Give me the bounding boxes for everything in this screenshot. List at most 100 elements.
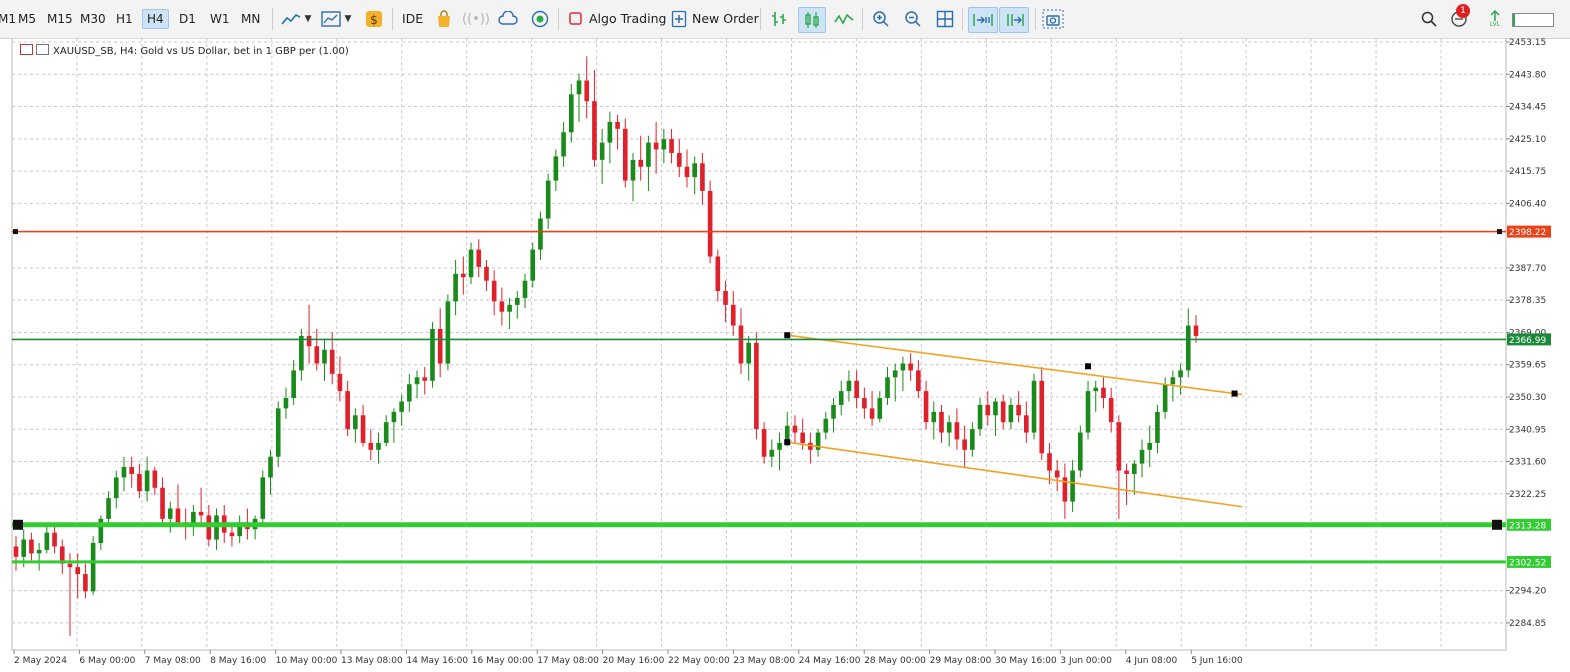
candle-body	[275, 408, 281, 457]
candle-body	[329, 349, 335, 374]
timeframe-mn[interactable]: MN	[241, 12, 261, 26]
dollar-icon[interactable]: $	[363, 8, 385, 30]
chart-menu-icon[interactable]	[20, 44, 33, 55]
candle-body	[1000, 401, 1006, 423]
candlestick-icon[interactable]	[798, 7, 826, 33]
candle-body	[792, 425, 798, 433]
trendline-anchor	[784, 332, 791, 339]
candle-body	[144, 470, 150, 492]
price-chart[interactable]: 2453.15 2443.80 2434.45 2425.10 2415.75 2406.…	[0, 38, 1570, 672]
candle-body	[13, 546, 19, 557]
ide-button[interactable]: IDE	[402, 11, 424, 26]
price-level-badge	[1507, 555, 1551, 568]
candle-body	[1093, 387, 1099, 392]
chart-shift-icon[interactable]	[999, 7, 1029, 33]
candle-body	[299, 335, 304, 371]
timeframe-h1[interactable]: H1	[116, 12, 133, 26]
screenshot-icon[interactable]	[1042, 8, 1064, 30]
candle-body	[892, 370, 898, 378]
candle-body	[862, 398, 867, 409]
lvl-label: LVL	[1489, 21, 1501, 28]
chevron-down-icon[interactable]: ▼	[344, 14, 352, 24]
price-tick-label: 2415.75	[1509, 167, 1546, 177]
trendline-anchor	[1085, 363, 1092, 370]
chart-area[interactable]: 2453.15 2443.80 2434.45 2425.10 2415.75 2406.…	[0, 38, 1570, 672]
candle-body	[283, 398, 289, 409]
candle-body	[854, 380, 859, 399]
shopping-bag-icon[interactable]	[433, 8, 455, 30]
candle-body	[800, 432, 805, 443]
vps-icon[interactable]	[529, 8, 551, 30]
new-order-icon[interactable]	[668, 8, 690, 30]
time-axis-label: 7 May 08:00	[145, 656, 201, 666]
tile-windows-icon[interactable]	[934, 8, 956, 30]
time-axis-label: 17 May 08:00	[537, 656, 599, 666]
indicators-icon[interactable]	[280, 8, 302, 30]
timeframe-h4[interactable]: H4	[142, 9, 169, 29]
candle-body	[962, 439, 967, 450]
candle-body	[507, 304, 512, 312]
candle-body	[900, 363, 906, 371]
candle-body	[399, 401, 404, 412]
candle-body	[491, 280, 497, 302]
candle-body	[1024, 415, 1029, 433]
timeframe-m30[interactable]: M30	[80, 12, 106, 26]
candle-body	[206, 515, 212, 540]
time-axis-label: 4 Jun 08:00	[1126, 656, 1178, 666]
candle-body	[167, 508, 173, 519]
notifications-icon[interactable]: 1	[1448, 4, 1470, 30]
price-tick-label: 2434.45	[1509, 103, 1546, 113]
cloud-icon[interactable]	[497, 8, 519, 30]
toolbar-divider	[392, 8, 393, 30]
candle-body	[29, 539, 34, 554]
timeframe-m15[interactable]: M15	[47, 12, 73, 26]
search-icon[interactable]	[1418, 8, 1440, 30]
zoom-in-icon[interactable]	[870, 8, 892, 30]
candle-body	[553, 156, 559, 181]
candle-body	[1054, 470, 1060, 478]
timeframe-d1[interactable]: D1	[179, 12, 196, 26]
candle-body	[391, 411, 397, 423]
time-axis-label: 23 May 08:00	[733, 656, 795, 666]
candle-body	[191, 511, 196, 526]
candle-body	[661, 139, 667, 150]
candle-body	[1124, 470, 1129, 474]
candle-body	[846, 380, 852, 392]
candle-body	[306, 335, 312, 347]
candle-body	[152, 470, 158, 488]
price-level-label: 2302.52	[1509, 558, 1546, 568]
price-tick-label: 2359.65	[1509, 361, 1546, 371]
timeframe-m5[interactable]: M5	[18, 12, 36, 26]
time-axis-label: 10 May 00:00	[276, 656, 338, 666]
price-tick-label: 2453.15	[1509, 38, 1546, 48]
candle-body	[576, 80, 582, 95]
auto-scroll-icon[interactable]	[968, 7, 998, 33]
new-order-button[interactable]: New Order	[692, 11, 759, 26]
candle-body	[630, 159, 636, 181]
chevron-down-icon[interactable]: ▼	[304, 14, 312, 24]
candle-body	[368, 442, 374, 450]
candle-body	[561, 132, 566, 157]
zoom-out-icon[interactable]	[902, 8, 924, 30]
candle-body	[198, 511, 204, 516]
time-axis-label: 16 May 00:00	[472, 656, 534, 666]
bar-chart-icon[interactable]	[768, 8, 790, 30]
timeframe-m1[interactable]: M1	[0, 12, 16, 26]
algo-trading-button[interactable]: Algo Trading	[589, 11, 667, 26]
candle-body	[831, 404, 836, 419]
templates-icon[interactable]	[320, 8, 342, 30]
candle-body	[121, 467, 127, 478]
price-level-badge	[1507, 518, 1551, 531]
candle-body	[746, 342, 751, 364]
toolbar-divider	[760, 8, 761, 30]
trendline-anchor	[784, 439, 791, 446]
chart-title: XAUUSD_SB, H4: Gold vs US Dollar, bet in…	[20, 44, 349, 57]
timeframe-w1[interactable]: W1	[210, 12, 230, 26]
line-chart-icon[interactable]	[833, 8, 855, 30]
candle-body	[453, 273, 458, 302]
stop-icon[interactable]	[565, 8, 587, 30]
candle-body	[754, 342, 759, 430]
level-anchor	[1497, 229, 1502, 235]
signal-icon[interactable]: ((•))	[462, 11, 490, 27]
chart-window-icon[interactable]	[36, 44, 49, 55]
